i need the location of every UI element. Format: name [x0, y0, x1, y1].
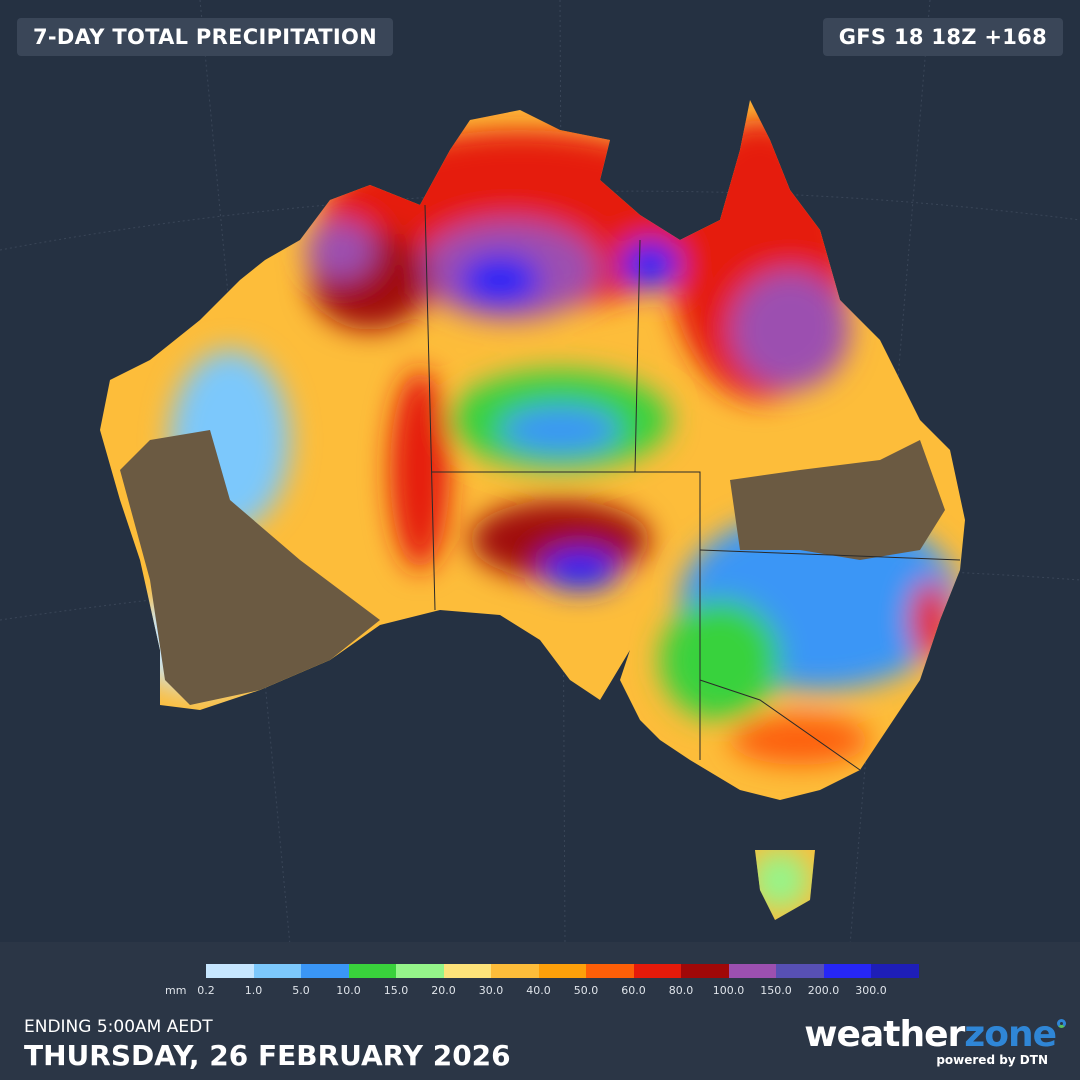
footer: mm 0.2 1.0 5.0 10.0 15.0 20.0 30.0 40.0 50.0 60.0… [0, 942, 1080, 1080]
legend-label: 80.0 [668, 984, 694, 997]
forecast-date: THURSDAY, 26 FEBRUARY 2026 [24, 1039, 511, 1072]
legend-swatch [871, 964, 919, 978]
legend-swatch [301, 964, 349, 978]
legend-label: 200.0 [807, 984, 840, 997]
ending-time: ENDING 5:00AM AEDT [24, 1017, 213, 1037]
legend-label: 20.0 [431, 984, 456, 997]
legend-label: 5.0 [292, 984, 310, 997]
legend-label: 150.0 [760, 984, 792, 997]
logo-tagline: powered by DTN [936, 1053, 1048, 1067]
legend-swatch [491, 964, 539, 978]
weatherzone-logo: weatherzone powered by DTN [804, 1014, 1066, 1067]
legend-label: 100.0 [712, 984, 745, 997]
legend-swatch [443, 964, 491, 978]
legend-swatch [253, 964, 301, 978]
precipitation-map [0, 0, 1080, 945]
model-run-label: GFS 18 18Z +168 [822, 18, 1063, 56]
legend-swatch [348, 964, 396, 978]
legend-swatch [681, 964, 729, 978]
logo-word-zone: zone [964, 1014, 1057, 1055]
state-borders [424, 204, 961, 771]
logo-word-weather: weather [804, 1014, 965, 1055]
logo-dot-icon [1057, 1019, 1066, 1028]
legend-swatch [823, 964, 871, 978]
legend-labels: mm 0.2 1.0 5.0 10.0 15.0 20.0 30.0 40.0 50.0 60.0… [160, 984, 960, 1004]
legend-unit: mm [165, 984, 187, 997]
legend-label: 0.2 [197, 984, 215, 997]
legend-label: 10.0 [336, 984, 361, 997]
map-title: 7-DAY TOTAL PRECIPITATION [17, 18, 394, 56]
legend-swatch [728, 964, 776, 978]
dry-area-wa [120, 430, 380, 705]
legend-label: 300.0 [855, 984, 887, 997]
dry-area-qld [730, 440, 945, 560]
legend-label: 40.0 [526, 984, 551, 997]
legend-label: 30.0 [478, 984, 504, 997]
legend-label: 50.0 [573, 984, 599, 997]
legend-label: 1.0 [244, 984, 263, 997]
color-legend [206, 964, 919, 978]
legend-swatch [586, 964, 634, 978]
legend-swatch [206, 964, 254, 978]
legend-swatch [633, 964, 681, 978]
legend-swatch [538, 964, 586, 978]
legend-swatch [776, 964, 824, 978]
legend-swatch [396, 964, 444, 978]
legend-label: 60.0 [621, 984, 646, 997]
legend-label: 15.0 [383, 984, 409, 997]
